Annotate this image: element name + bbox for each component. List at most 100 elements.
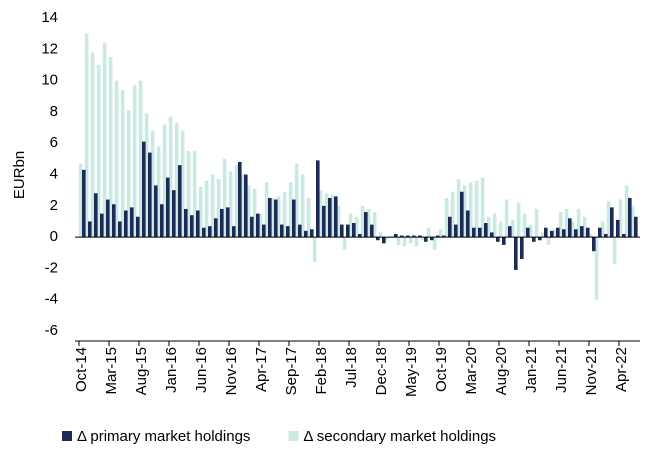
bar	[538, 237, 542, 241]
bar	[402, 237, 407, 247]
bar	[484, 223, 488, 238]
bar	[156, 146, 161, 238]
bar	[168, 116, 173, 238]
bar	[606, 201, 611, 238]
bar	[286, 226, 290, 238]
bar	[274, 199, 278, 238]
bar	[126, 110, 131, 238]
x-tick-label: Sep-17	[283, 347, 300, 395]
bar	[202, 227, 206, 238]
bar	[336, 205, 341, 238]
bar	[474, 180, 479, 238]
bar	[430, 237, 434, 241]
bar	[540, 232, 545, 238]
bar	[84, 33, 89, 238]
bar	[360, 205, 365, 238]
x-tick-label: Jan-16	[163, 347, 180, 393]
bar	[118, 221, 122, 238]
bar	[304, 230, 308, 238]
bar	[612, 237, 617, 264]
bar	[432, 237, 437, 250]
bar	[174, 122, 179, 238]
bar	[354, 216, 359, 238]
bar	[426, 227, 431, 238]
bar	[78, 163, 83, 238]
x-tick-label: Feb-18	[313, 347, 330, 395]
bar	[610, 207, 614, 238]
bar	[556, 227, 560, 238]
bar	[318, 190, 323, 238]
bar	[132, 85, 137, 238]
bar	[306, 197, 311, 238]
bar	[192, 151, 197, 238]
bar	[150, 130, 155, 238]
bar	[526, 227, 530, 238]
bar	[264, 182, 269, 238]
y-tick-label: 12	[41, 40, 58, 57]
bar	[552, 229, 557, 238]
bar	[256, 213, 260, 238]
bar	[390, 235, 395, 238]
y-tick-label: -2	[45, 259, 58, 276]
bar	[198, 187, 203, 238]
bar	[108, 57, 113, 238]
bar	[82, 169, 86, 238]
bar	[394, 233, 398, 238]
bar	[120, 89, 125, 238]
bar	[204, 180, 209, 238]
bar	[114, 80, 119, 238]
bar	[456, 179, 461, 238]
bar	[226, 207, 230, 238]
bar	[588, 233, 593, 238]
bar	[624, 185, 629, 238]
bar	[88, 221, 92, 238]
bar	[282, 191, 287, 238]
bar	[436, 235, 440, 238]
bar	[160, 204, 164, 238]
bar	[240, 174, 245, 238]
bar	[472, 227, 476, 238]
bar	[408, 237, 413, 244]
bar	[162, 124, 167, 238]
bar	[406, 235, 410, 238]
bar	[180, 130, 185, 238]
bar	[358, 233, 362, 238]
bar	[480, 177, 485, 238]
bar	[378, 232, 383, 238]
y-tick-label: 6	[50, 134, 58, 151]
bar	[454, 224, 458, 238]
x-tick-label: May-19	[403, 347, 420, 397]
bar	[520, 237, 524, 260]
bar	[136, 216, 140, 238]
bar	[294, 163, 299, 238]
bar	[504, 199, 509, 238]
bar	[466, 210, 470, 238]
bar	[178, 165, 182, 238]
bar	[292, 199, 296, 238]
bar	[216, 179, 221, 238]
bar	[322, 205, 326, 238]
bar	[450, 191, 455, 238]
x-tick-label: Oct-19	[433, 347, 450, 392]
bar	[628, 197, 632, 238]
bar	[616, 219, 620, 238]
bar	[144, 113, 149, 238]
bar	[424, 237, 428, 242]
bar	[462, 185, 467, 238]
bar	[94, 193, 98, 238]
bar	[532, 237, 536, 242]
bar	[280, 224, 284, 238]
y-tick-label: 14	[41, 9, 58, 26]
x-tick-label: Jul-18	[343, 347, 360, 388]
bar	[468, 182, 473, 238]
bar	[382, 237, 386, 244]
y-tick-label: 4	[50, 165, 58, 182]
bar	[276, 196, 281, 238]
legend-swatch	[288, 431, 299, 441]
bar	[562, 229, 566, 238]
bar	[220, 208, 224, 238]
bar	[316, 160, 320, 238]
x-tick-label: Nov-21	[583, 347, 600, 395]
bar	[186, 151, 191, 238]
bar	[166, 177, 170, 238]
